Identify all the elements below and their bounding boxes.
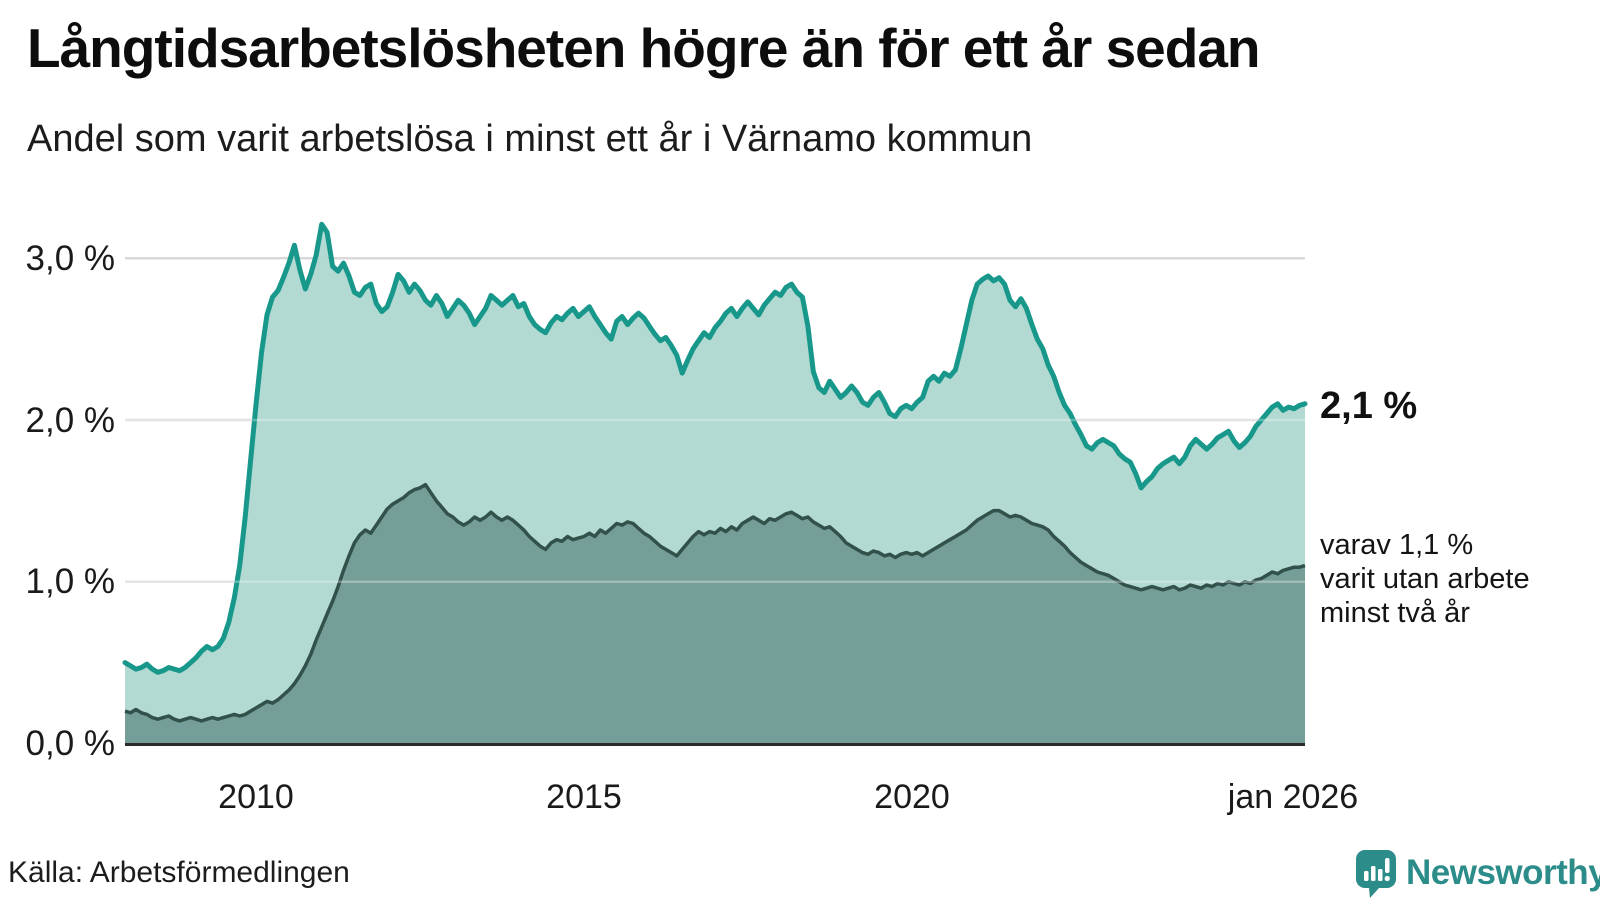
- gridline-overlays: [125, 418, 1305, 583]
- secondary-annotation-line-1: varav 1,1 %: [1320, 529, 1474, 561]
- brand-name: Newsworthy: [1406, 853, 1600, 892]
- page-title: Långtidsarbetslösheten högre än för ett …: [27, 17, 1261, 79]
- secondary-series-annotation: varav 1,1 % varit utan arbete minst två …: [1320, 528, 1530, 630]
- secondary-annotation-line-3: minst två år: [1320, 597, 1470, 629]
- y-axis-tick-3: 3,0 %: [25, 239, 116, 278]
- page-subtitle: Andel som varit arbetslösa i minst ett å…: [27, 118, 1033, 160]
- latest-value-label: 2,1 %: [1320, 385, 1418, 427]
- y-axis-tick-0: 0,0 %: [25, 724, 116, 763]
- secondary-annotation-line-2: varit utan arbete: [1320, 563, 1530, 595]
- x-axis-tick-jan-2026: jan 2026: [1227, 778, 1359, 816]
- x-axis-tick-2020: 2020: [874, 778, 950, 816]
- newsworthy-icon: [1356, 850, 1396, 898]
- brand-logo: Newsworthy: [1356, 850, 1600, 898]
- line-total: [122, 221, 1308, 675]
- y-axis-tick-2: 2,0 %: [25, 401, 116, 440]
- area-two-years-fill: [125, 484, 1305, 744]
- line-two-years: [124, 482, 1306, 723]
- y-axis-tick-1: 1,0 %: [25, 562, 116, 601]
- x-axis-tick-2015: 2015: [546, 778, 622, 816]
- source-credit: Källa: Arbetsförmedlingen: [8, 856, 350, 889]
- x-axis-tick-2010: 2010: [218, 778, 294, 816]
